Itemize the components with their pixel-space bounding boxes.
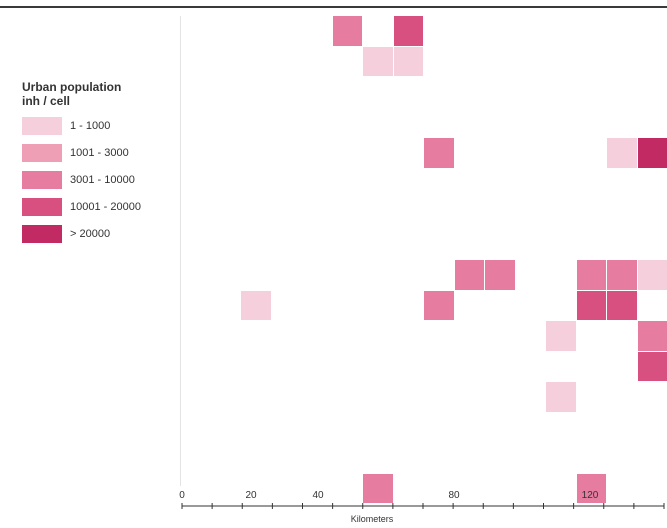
scale-tick-label: 120: [581, 490, 599, 501]
map-frame-top-border: [0, 6, 667, 8]
population-cell: [637, 321, 667, 351]
scale-tick-label: 0: [179, 490, 185, 501]
population-cell: [546, 321, 576, 351]
legend-item-3001-10000: 3001 - 10000: [22, 166, 182, 193]
legend-label: 1 - 1000: [70, 119, 111, 132]
legend: Urban population inh / cell 1 - 1000 100…: [22, 80, 182, 247]
population-cell: [637, 351, 667, 381]
population-cell: [241, 290, 271, 320]
map-canvas[interactable]: [180, 16, 667, 503]
legend-item-1-1000: 1 - 1000: [22, 112, 182, 139]
legend-item-10001-20000: 10001 - 20000: [22, 193, 182, 220]
scale-unit-label: Kilometers: [350, 514, 394, 524]
legend-item-over-20000: > 20000: [22, 220, 182, 247]
population-cell: [576, 473, 606, 503]
legend-swatch: [22, 143, 62, 162]
legend-label: 3001 - 10000: [70, 173, 135, 186]
population-cell: [637, 260, 667, 290]
legend-title: Urban population inh / cell: [22, 80, 122, 108]
legend-swatch: [22, 224, 62, 243]
population-cell: [393, 16, 423, 46]
population-cell: [393, 46, 423, 76]
legend-swatch: [22, 170, 62, 189]
population-cell: [332, 16, 362, 46]
population-cell: [363, 473, 393, 503]
population-cell: [607, 290, 637, 320]
population-cell: [424, 290, 454, 320]
population-cell: [485, 260, 515, 290]
legend-swatch: [22, 116, 62, 135]
scale-tick-label: 40: [312, 490, 324, 501]
scale-tick-label: 80: [448, 490, 460, 501]
population-cell: [576, 290, 606, 320]
population-cell: [637, 138, 667, 168]
population-cell: [424, 138, 454, 168]
population-cell: [363, 46, 393, 76]
legend-label: 1001 - 3000: [70, 146, 129, 159]
population-cell: [607, 260, 637, 290]
population-cell: [546, 382, 576, 412]
population-cell: [607, 138, 637, 168]
legend-list: 1 - 1000 1001 - 3000 3001 - 10000 10001 …: [22, 112, 182, 247]
legend-swatch: [22, 197, 62, 216]
population-cell: [576, 260, 606, 290]
legend-label: > 20000: [70, 227, 111, 240]
legend-item-1001-3000: 1001 - 3000: [22, 139, 182, 166]
legend-label: 10001 - 20000: [70, 200, 141, 213]
population-cell: [454, 260, 484, 290]
scale-tick-label: 20: [245, 490, 257, 501]
map-left-edge: [180, 16, 181, 486]
